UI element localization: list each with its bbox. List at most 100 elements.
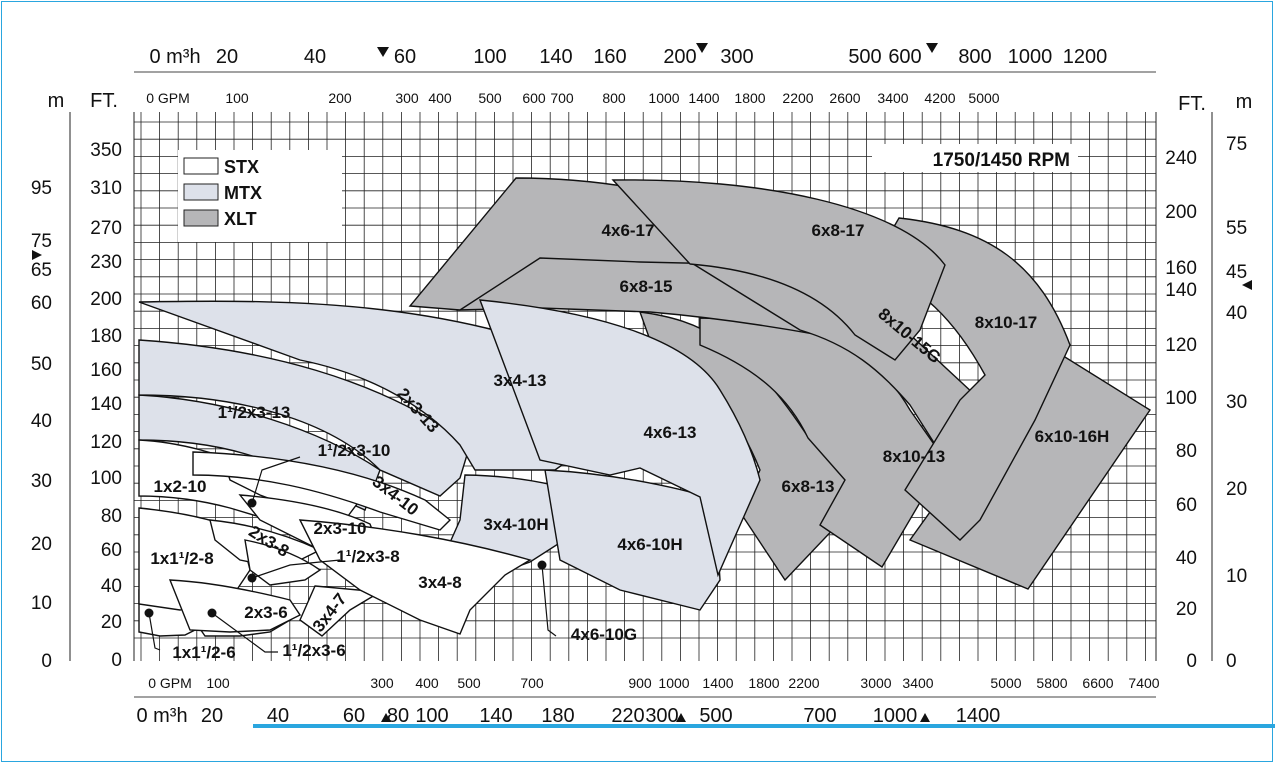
region-2x3-6 xyxy=(168,579,302,633)
leader-line xyxy=(211,612,278,653)
region-label-4x6-17: 4x6-17 xyxy=(602,221,655,240)
right-m-tick: 55 xyxy=(1226,218,1247,239)
leader-line xyxy=(251,456,301,504)
legend-label-stx: STX xyxy=(224,157,259,177)
right-m-tick: 75 xyxy=(1226,134,1247,155)
top-m3h-tick: 300 xyxy=(720,46,753,68)
legend-label-mtx: MTX xyxy=(224,183,262,203)
top-m3h-tick: 140 xyxy=(539,46,572,68)
region-label-3x4-8: 3x4-8 xyxy=(418,573,461,592)
region-3x4-8 xyxy=(298,519,532,635)
bottom-m3h-tick: 40 xyxy=(267,705,289,727)
accent-line xyxy=(253,724,1275,728)
bottom-gpm-tick: 0 GPM xyxy=(148,675,192,691)
region-3x4-10 xyxy=(192,451,452,531)
left-ft-tick: 180 xyxy=(90,326,122,347)
top-gpm-tick: 5000 xyxy=(968,90,999,106)
bottom-m3h-tick: 300 xyxy=(645,705,678,727)
bottom-m3h-tick: 700 xyxy=(803,705,836,727)
bottom-marker-triangle xyxy=(920,713,930,722)
right-marker-triangle xyxy=(1242,280,1252,290)
left-ft-tick: 160 xyxy=(90,360,122,381)
bottom-gpm-tick: 1800 xyxy=(748,675,779,691)
top-m3h-tick: 20 xyxy=(216,46,238,68)
top-gpm-tick: 600 xyxy=(522,90,546,106)
bottom-m3h-tick: 140 xyxy=(479,705,512,727)
right-m-tick: 30 xyxy=(1226,392,1247,413)
bottom-m3h-tick: 180 xyxy=(541,705,574,727)
leader-line xyxy=(251,559,341,579)
left-ft-tick: 310 xyxy=(90,178,122,199)
top-gpm-tick: 700 xyxy=(550,90,574,106)
bottom-m3h-tick: 0 m³h xyxy=(136,705,187,727)
legend-swatch-mtx xyxy=(183,183,219,201)
bottom-m3h-tick: 1000 xyxy=(873,705,918,727)
right-ft-tick: 140 xyxy=(1165,280,1197,301)
left-ft-tick: 350 xyxy=(90,140,122,161)
left-outer-unit: m xyxy=(48,90,65,112)
bottom-m3h-tick: 500 xyxy=(699,705,732,727)
region-label-1x1-2-8: 1x1¹/2-8 xyxy=(150,549,213,568)
top-gpm-tick: 2200 xyxy=(782,90,813,106)
bottom-gpm-tick: 1400 xyxy=(702,675,733,691)
top-gpm-tick: 1400 xyxy=(688,90,719,106)
leader-line xyxy=(148,612,161,651)
top-gpm-tick: 500 xyxy=(478,90,502,106)
left-m-tick: 75 xyxy=(31,231,52,252)
top-m3h-tick: 1000 xyxy=(1008,46,1053,68)
region-label-6x10-16h: 6x10-16H xyxy=(1035,427,1110,446)
left-ft-tick: 140 xyxy=(90,394,122,415)
region-label-8x10-13: 8x10-13 xyxy=(883,447,945,466)
region-label-1-2x3-6: 1¹/2x3-6 xyxy=(282,641,345,660)
left-m-tick: 50 xyxy=(31,354,52,375)
top-marker-triangle xyxy=(696,43,708,53)
legend: STX MTX XLT xyxy=(178,150,342,242)
left-ft-tick: 120 xyxy=(90,432,122,453)
bottom-gpm-tick: 900 xyxy=(628,675,652,691)
left-m-tick: 95 xyxy=(31,178,52,199)
left-m-tick: 0 xyxy=(41,651,52,672)
top-gpm-tick: 800 xyxy=(602,90,626,106)
top-marker-triangle xyxy=(926,43,938,53)
region-label-6x8-13: 6x8-13 xyxy=(782,477,835,496)
right-ft-tick: 120 xyxy=(1165,335,1197,356)
bottom-gpm-tick: 1000 xyxy=(658,675,689,691)
region-2x3-13 xyxy=(138,339,471,497)
region-label-1-2x3-13: 1¹/2x3-13 xyxy=(218,403,291,422)
legend-swatch-stx xyxy=(183,157,219,175)
left-ft-tick: 80 xyxy=(101,506,122,527)
top-m3h-tick: 200 xyxy=(663,46,696,68)
top-m3h-tick: 600 xyxy=(888,46,921,68)
bottom-m3h-tick: 100 xyxy=(415,705,448,727)
top-gpm-tick: 300 xyxy=(395,90,419,106)
top-gpm-tick: 200 xyxy=(328,90,352,106)
bottom-gpm-tick: 500 xyxy=(457,675,481,691)
bottom-gpm-tick: 3400 xyxy=(902,675,933,691)
bottom-m3h-tick: 20 xyxy=(201,705,223,727)
region-label-2x3-6: 2x3-6 xyxy=(244,603,287,622)
region-label-2x3-10: 2x3-10 xyxy=(314,519,367,538)
region-label-4x6-13: 4x6-13 xyxy=(644,423,697,442)
title-background xyxy=(872,144,1078,172)
region-label-1x2-10: 1x2-10 xyxy=(154,477,207,496)
right-m-tick: 0 xyxy=(1226,651,1237,672)
bottom-m3h-tick: 80 xyxy=(387,705,409,727)
top-m3h-tick: 100 xyxy=(473,46,506,68)
bottom-m3h-tick: 220 xyxy=(611,705,644,727)
legend-label-xlt: XLT xyxy=(224,209,257,229)
left-ft-tick: 40 xyxy=(101,576,122,597)
left-inner-unit: FT. xyxy=(90,90,118,112)
region-label-8x10-17: 8x10-17 xyxy=(975,313,1037,332)
region-label-6x8-15: 6x8-15 xyxy=(620,277,673,296)
right-ft-tick: 0 xyxy=(1186,651,1197,672)
region-label-1x1-2-6: 1x1¹/2-6 xyxy=(172,643,235,662)
bottom-gpm-tick: 100 xyxy=(206,675,230,691)
top-gpm-tick: 0 GPM xyxy=(146,90,190,106)
region-6x8-17 xyxy=(611,179,946,361)
right-ft-tick: 200 xyxy=(1165,202,1197,223)
region-label-6x8-17: 6x8-17 xyxy=(812,221,865,240)
left-m-tick: 60 xyxy=(31,293,52,314)
bottom-gpm-tick: 300 xyxy=(370,675,394,691)
top-gpm-tick: 1800 xyxy=(734,90,765,106)
